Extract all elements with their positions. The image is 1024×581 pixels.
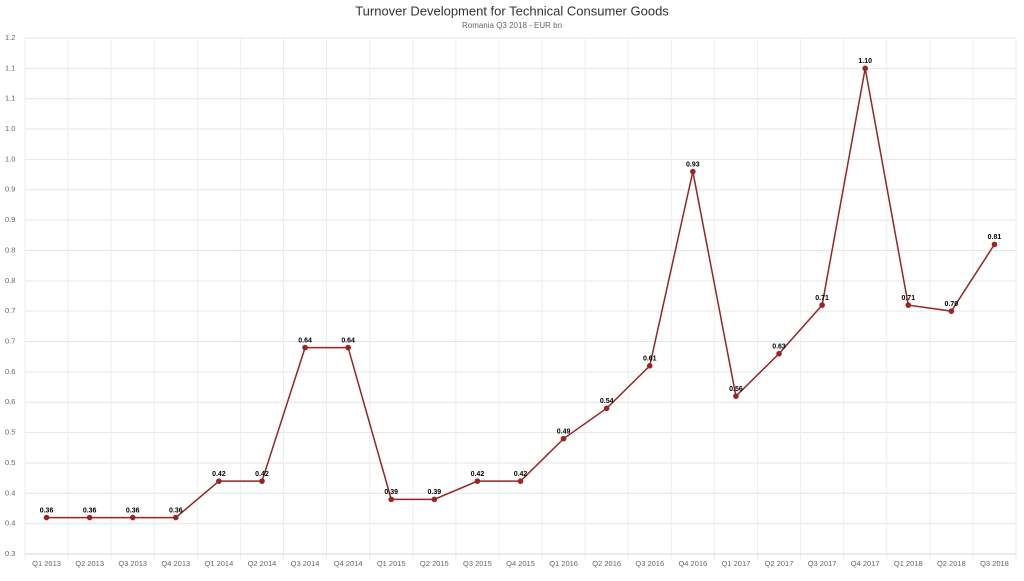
y-tick-label: 0.8 <box>5 245 15 254</box>
y-tick-label: 0.6 <box>5 367 15 376</box>
value-label: 0.42 <box>471 471 485 478</box>
x-tick-label: Q4 2017 <box>851 559 880 568</box>
x-tick-label: Q1 2017 <box>722 559 751 568</box>
value-label: 0.36 <box>40 507 54 514</box>
x-tick-label: Q4 2016 <box>678 559 707 568</box>
y-tick-label: 0.9 <box>5 215 15 224</box>
y-tick-label: 0.9 <box>5 185 15 194</box>
value-label: 0.39 <box>384 489 398 496</box>
x-tick-label: Q3 2016 <box>635 559 664 568</box>
value-label: 0.36 <box>126 507 140 514</box>
x-tick-label: Q2 2018 <box>937 559 966 568</box>
value-label: 0.71 <box>815 295 829 302</box>
x-tick-label: Q1 2015 <box>377 559 406 568</box>
value-label: 0.49 <box>557 429 571 436</box>
y-tick-label: 0.8 <box>5 276 15 285</box>
value-label: 0.42 <box>212 471 226 478</box>
x-tick-label: Q3 2014 <box>291 559 320 568</box>
value-label: 0.42 <box>514 471 528 478</box>
line <box>46 68 996 519</box>
chart-subtitle: Romania Q3 2018 - EUR bn <box>462 21 562 30</box>
value-label: 0.54 <box>600 398 614 405</box>
point <box>474 478 481 484</box>
x-tick-label: Q3 2018 <box>980 559 1009 568</box>
point <box>905 302 912 308</box>
point <box>388 496 395 503</box>
y-tick-label: 0.7 <box>5 306 15 315</box>
value-label: 0.56 <box>729 386 743 393</box>
point <box>259 478 265 484</box>
point <box>690 168 696 175</box>
value-label: 0.61 <box>643 356 657 363</box>
x-tick-label: Q2 2016 <box>592 559 621 568</box>
x-tick-label: Q3 2015 <box>463 559 492 568</box>
x-tick-label: Q4 2015 <box>506 559 535 568</box>
x-tick-label: Q3 2013 <box>118 559 147 568</box>
point <box>819 302 825 308</box>
y-tick-label: 0.5 <box>5 458 15 467</box>
value-label: 0.39 <box>428 489 442 496</box>
x-tick-label: Q4 2013 <box>161 559 190 568</box>
value-label: 1.10 <box>858 58 872 65</box>
y-tick-label: 1.0 <box>5 124 15 133</box>
x-tick-label: Q1 2013 <box>32 559 61 568</box>
point <box>43 514 50 521</box>
x-tick-label: Q2 2013 <box>75 559 104 568</box>
point <box>603 405 610 412</box>
point <box>733 393 739 399</box>
value-label: 0.63 <box>772 344 786 351</box>
point <box>129 514 136 521</box>
value-label: 0.64 <box>298 337 312 344</box>
value-label: 0.93 <box>686 161 700 168</box>
y-tick-label: 0.7 <box>5 337 15 346</box>
y-tick-label: 0.6 <box>5 397 15 406</box>
x-tick-label: Q4 2014 <box>334 559 363 568</box>
point <box>302 344 308 351</box>
point <box>776 350 782 357</box>
x-tick-label: Q1 2014 <box>205 559 234 568</box>
y-tick-label: 0.4 <box>5 488 15 497</box>
point <box>173 514 179 521</box>
point <box>431 496 438 503</box>
point <box>86 514 93 521</box>
value-label: 0.71 <box>901 295 915 302</box>
value-label: 0.36 <box>169 507 183 514</box>
y-tick-label: 0.3 <box>5 549 15 558</box>
point <box>216 478 222 484</box>
chart-title: Turnover Development for Technical Consu… <box>355 3 669 18</box>
point <box>862 65 868 72</box>
value-label: 0.70 <box>945 301 959 308</box>
x-tick-label: Q1 2018 <box>894 559 923 568</box>
y-tick-label: 1.0 <box>5 154 15 163</box>
x-tick-label: Q2 2015 <box>420 559 449 568</box>
point <box>948 308 955 314</box>
y-tick-label: 1.1 <box>5 63 15 72</box>
point <box>517 478 524 484</box>
x-tick-label: Q2 2014 <box>248 559 277 568</box>
y-tick-label: 0.4 <box>5 519 15 528</box>
x-tick-label: Q2 2017 <box>765 559 794 568</box>
point <box>646 363 653 369</box>
point <box>560 435 567 442</box>
y-tick-label: 0.5 <box>5 428 15 437</box>
value-label: 0.64 <box>341 337 355 344</box>
point <box>345 344 351 351</box>
value-label: 0.42 <box>255 471 269 478</box>
value-label: 0.36 <box>83 507 97 514</box>
x-tick-label: Q3 2017 <box>808 559 837 568</box>
y-tick-label: 1.1 <box>5 94 15 103</box>
point <box>991 241 998 248</box>
value-label: 0.81 <box>988 234 1002 241</box>
x-tick-label: Q1 2016 <box>549 559 578 568</box>
y-tick-label: 1.2 <box>5 33 15 42</box>
